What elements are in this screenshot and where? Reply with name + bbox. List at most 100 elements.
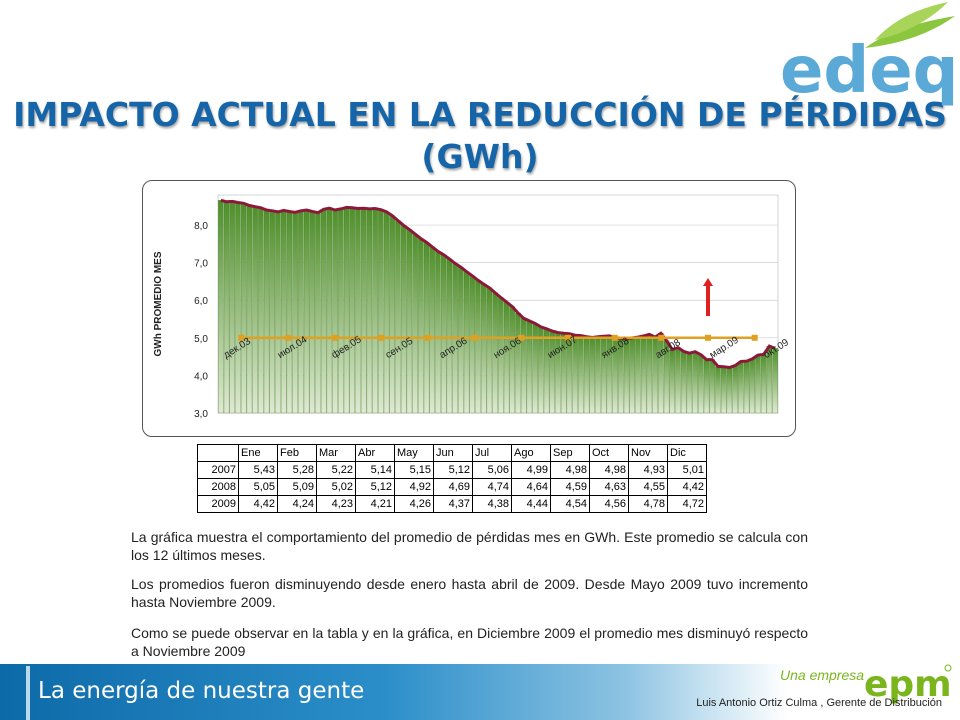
table-cell: 4,74 xyxy=(472,478,512,496)
reference-point xyxy=(565,334,571,341)
table-cell: 5,43 xyxy=(238,461,278,479)
area-bar xyxy=(275,211,281,414)
area-bar xyxy=(635,336,641,414)
table-header-cell: Mar xyxy=(316,444,356,462)
table-cell: 4,59 xyxy=(550,478,590,496)
area-bar xyxy=(503,301,510,414)
table-cell: 5,09 xyxy=(277,478,317,496)
area-bar xyxy=(595,336,601,414)
area-bar xyxy=(520,318,527,414)
area-bar xyxy=(515,312,521,414)
table-cell: 4,78 xyxy=(628,495,668,513)
table-cell: 5,06 xyxy=(472,461,512,479)
area-bar xyxy=(229,201,235,414)
area-bar xyxy=(332,209,338,414)
table-cell: 4,37 xyxy=(433,495,473,513)
area-bar xyxy=(338,208,344,414)
area-bar xyxy=(372,208,378,414)
epm-logo: epm xyxy=(864,664,952,704)
y-tick-label: 3,0 xyxy=(194,409,208,420)
author-credit: Luis Antonio Ortiz Culma , Gerente de Di… xyxy=(696,697,942,709)
area-bar xyxy=(526,320,533,414)
area-bar xyxy=(303,209,310,414)
area-bar xyxy=(578,335,584,414)
area-bar xyxy=(269,210,275,414)
area-bar xyxy=(435,251,441,414)
area-bar xyxy=(703,359,710,414)
table-cell: 5,28 xyxy=(277,461,317,479)
table-header-row: Ene Feb Mar Abr May Jun Jul Ago Sep Oct … xyxy=(197,444,707,462)
area-bar xyxy=(726,367,733,414)
table-cell: 4,54 xyxy=(550,495,590,513)
reference-point xyxy=(285,334,291,341)
area-bar xyxy=(709,359,715,414)
area-bar xyxy=(743,360,750,414)
epm-logo-text: epm xyxy=(864,664,952,704)
table-cell: 4,26 xyxy=(394,495,434,513)
area-bar xyxy=(286,211,293,414)
reference-point xyxy=(751,334,758,341)
area-bar xyxy=(686,353,693,414)
reference-point xyxy=(658,334,665,341)
area-bar xyxy=(732,365,738,414)
area-bar xyxy=(389,215,395,414)
table-row-year: 2008 xyxy=(197,478,239,496)
table-cell: 4,98 xyxy=(550,461,590,479)
table-cell: 4,21 xyxy=(355,495,395,513)
area-bar xyxy=(469,275,475,414)
area-bar xyxy=(320,209,327,414)
area-bar xyxy=(418,238,424,414)
area-bar xyxy=(669,349,675,414)
area-bar xyxy=(446,258,453,414)
table-cell: 4,38 xyxy=(472,495,512,513)
table-cell: 4,63 xyxy=(589,478,629,496)
area-bar xyxy=(698,354,704,414)
footer-band-accent xyxy=(26,666,30,720)
table-row-year: 2007 xyxy=(197,461,239,479)
area-bar xyxy=(366,208,373,414)
area-bar xyxy=(349,207,355,414)
una-empresa-label: Una empresa xyxy=(780,667,865,683)
area-bar xyxy=(760,354,767,414)
table-cell: 5,05 xyxy=(238,478,278,496)
area-bar xyxy=(400,225,407,414)
edeq-leaf-icon xyxy=(865,2,955,48)
table-row: 2008 5,05 5,09 5,02 5,12 4,92 4,69 4,74 … xyxy=(197,478,707,496)
table-cell: 4,44 xyxy=(511,495,551,513)
table-header-corner xyxy=(197,444,239,462)
area-bar xyxy=(395,220,401,414)
y-tick-label: 7,0 xyxy=(194,259,208,270)
area-bar xyxy=(680,351,687,414)
table-header-cell: Jul xyxy=(472,444,512,462)
area-bar xyxy=(629,337,635,414)
area-bar xyxy=(412,233,418,414)
area-bar xyxy=(646,334,653,414)
area-bar xyxy=(280,210,287,414)
area-bar xyxy=(298,210,304,414)
reference-point xyxy=(331,334,338,341)
table-cell: 4,93 xyxy=(628,461,668,479)
table-header-cell: Jun xyxy=(433,444,473,462)
area-bar xyxy=(475,280,481,414)
table-header-cell: Abr xyxy=(355,444,395,462)
y-tick-label: 8,0 xyxy=(194,221,208,232)
table-cell: 5,22 xyxy=(316,461,356,479)
reference-point xyxy=(611,334,618,341)
table-cell: 4,98 xyxy=(589,461,629,479)
table-cell: 4,23 xyxy=(316,495,356,513)
footer-band xyxy=(0,664,960,720)
table-cell: 4,24 xyxy=(277,495,317,513)
table-cell: 5,01 xyxy=(667,461,707,479)
table-cell: 4,64 xyxy=(511,478,551,496)
area-bar xyxy=(263,209,270,414)
area-bar xyxy=(292,212,298,414)
registered-mark-icon xyxy=(944,664,952,672)
area-bar xyxy=(440,254,447,414)
area-bar xyxy=(720,366,727,414)
series-line xyxy=(220,198,776,370)
area-bar xyxy=(355,208,361,414)
area-bar xyxy=(429,246,435,414)
title-line-2: (GWh) xyxy=(421,137,539,176)
table-cell: 4,92 xyxy=(394,478,434,496)
y-axis-label: GWh PROMEDIO MES xyxy=(153,251,164,356)
